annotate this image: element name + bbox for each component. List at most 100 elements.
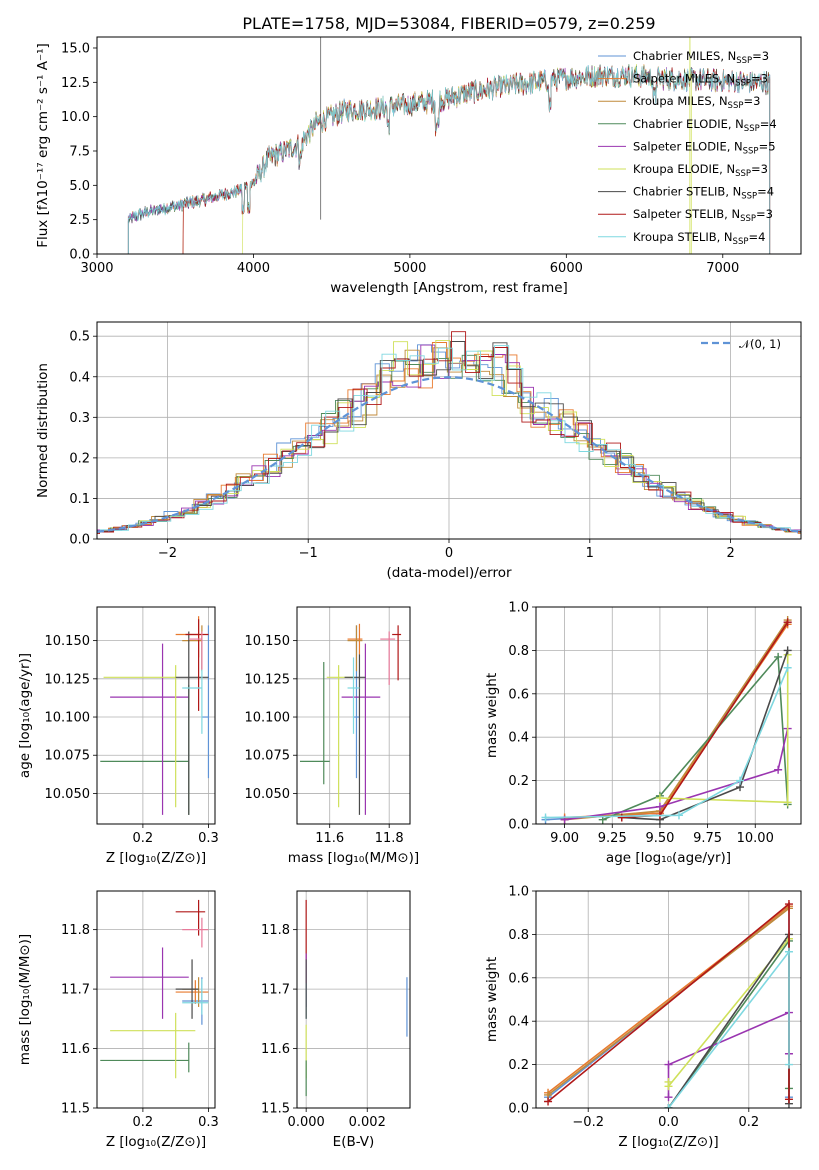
x-tick-label: 0.3 (198, 1115, 219, 1130)
y-tick-label: 10.050 (45, 787, 91, 802)
errorbar-salpeter_miles (175, 616, 200, 658)
panel-mass_vs_ebv: 0.000 0.002 11.5 11.6 11.7 11.8 E(B-V) (261, 890, 411, 1150)
x-tick-label: 3000 (80, 261, 113, 276)
legend-subscript: SSP (744, 124, 760, 134)
legend-suffix: =3 (743, 94, 760, 108)
y-tick-label: 11.5 (261, 1102, 290, 1117)
x-tick-label: 11.8 (375, 831, 404, 846)
x-axis-label: Z [log₁₀(Z/Z⊙)] (618, 1134, 718, 1150)
legend-suffix: =4 (760, 117, 777, 131)
histogram-kroupa_elodie (97, 339, 801, 534)
legend-suffix: =3 (752, 49, 769, 63)
y-tick-label: 0.4 (508, 1015, 529, 1030)
y-tick-label: 0.2 (69, 451, 90, 466)
series-line-salpeter_elodie (564, 728, 789, 821)
axes-frame (535, 890, 802, 1109)
legend-subscript: SSP (741, 192, 757, 202)
legend-label-chabrier_miles: Chabrier MILES, NSSP=3 (633, 49, 769, 66)
series-marker-chabrier_elodie (774, 652, 783, 661)
x-tick-label: −2 (158, 546, 177, 561)
y-tick-label: 12.5 (61, 76, 90, 91)
plot-area (297, 891, 410, 1108)
x-axis-label: (data-model)/error (386, 565, 512, 581)
y-tick-label: 11.6 (61, 1042, 90, 1057)
x-axis-label: mass [log₁₀(M/M⊙)] (288, 850, 419, 866)
legend-suffix: =3 (751, 72, 768, 86)
series-marker-kroupa_elodie (664, 1082, 673, 1091)
legend-label-chabrier_stelib: Chabrier STELIB, NSSP=4 (633, 185, 774, 202)
y-tick-label: 0.0 (508, 1102, 529, 1117)
legend-text: Chabrier ELODIE, N (633, 117, 744, 131)
panel-mass_vs_z: 0.2 0.3 11.5 11.6 11.7 11.8 Z [log₁₀(Z/Z⊙)] mas… (17, 890, 219, 1150)
x-tick-label: 0 (445, 546, 453, 561)
legend-text: Kroupa STELIB, N (633, 230, 733, 244)
legend-label-kroupa_stelib: Kroupa STELIB, NSSP=4 (633, 230, 765, 247)
series-marker-kroupa_stelib (735, 776, 744, 785)
series-marker-kroupa_stelib (784, 1060, 793, 1069)
series-marker-salpeter_elodie (664, 1060, 673, 1069)
legend-suffix: =4 (748, 230, 765, 244)
x-tick-label: 1 (586, 546, 594, 561)
y-tick-label: 10.125 (45, 672, 91, 687)
plot-area (97, 322, 801, 539)
x-axis-label: age [log₁₀(age/yr)] (606, 850, 731, 866)
errorbar-salpeter_elodie (110, 643, 189, 815)
y-tick-label: 11.7 (261, 983, 290, 998)
y-tick-label: 11.8 (61, 923, 90, 938)
histogram-kroupa_stelib (97, 345, 801, 533)
y-tick-label: 0.4 (69, 370, 90, 385)
y-tick-label: 0.0 (69, 533, 90, 548)
series-marker-kroupa_stelib (674, 811, 683, 820)
legend-text: Salpeter MILES, N (633, 72, 735, 86)
series-marker-kroupa_stelib (784, 947, 793, 956)
legend: 𝒩(0, 1) (701, 337, 781, 351)
legend-suffix: =3 (756, 207, 773, 221)
y-axis-label: Normed distribution (35, 363, 51, 498)
legend-suffix: =5 (759, 139, 776, 153)
errorbar-chabrier_stelib (344, 654, 366, 815)
errorbar-chabrier_miles (201, 625, 210, 779)
plot-area (536, 607, 801, 824)
y-axis-label: mass [log₁₀(M/M⊙)] (17, 934, 33, 1065)
y-tick-label: 10.100 (245, 711, 291, 726)
series-marker-chabrier_stelib (783, 646, 792, 655)
y-tick-label: 0.8 (508, 644, 529, 659)
histogram-salpeter_stelib (97, 331, 801, 535)
legend-text: Salpeter STELIB, N (633, 207, 740, 221)
series-marker-salpeter_elodie (664, 1093, 673, 1102)
errorbar-kroupa_elodie (103, 665, 177, 808)
errorbar-salpeter_elodie (110, 947, 189, 1019)
errorbar-kroupa_elodie (326, 665, 354, 808)
errorbar-kroupa_miles (347, 625, 363, 672)
y-tick-label: 0.0 (69, 248, 90, 263)
series-line-kroupa_stelib (545, 667, 789, 819)
x-tick-label: 2 (726, 546, 734, 561)
series-marker-kroupa_stelib (783, 663, 792, 672)
series-line-kroupa_stelib (667, 949, 790, 1108)
x-tick-label: 7000 (706, 261, 739, 276)
y-tick-label: 11.7 (61, 983, 90, 998)
legend-label-chabrier_elodie: Chabrier ELODIE, NSSP=4 (633, 117, 777, 134)
panel-residuals: −2 −1 0 1 2 0.0 0.1 0.2 0.3 0.4 0.5 (data-model)/er… (35, 321, 802, 581)
legend-label-normal: 𝒩(0, 1) (739, 337, 781, 351)
y-tick-label: 0.6 (508, 971, 529, 986)
y-tick-label: 10.075 (45, 749, 91, 764)
axes-frame (96, 321, 802, 540)
series-marker-kroupa_elodie (655, 793, 664, 802)
series-marker-salpeter_stelib (784, 900, 793, 909)
series-marker-salpeter_stelib (784, 1095, 793, 1104)
x-tick-label: 0.2 (133, 1115, 154, 1130)
x-tick-label: 5000 (393, 261, 426, 276)
y-axis-label: mass weight (484, 957, 500, 1042)
legend-subscript: SSP (743, 146, 759, 156)
y-tick-label: 11.5 (61, 1102, 90, 1117)
spectrum-line-kroupa_stelib (127, 65, 771, 254)
y-tick-label: 0.8 (508, 928, 529, 943)
x-tick-label: 9.25 (598, 831, 627, 846)
errorbar-kroupa_elodie (110, 1012, 196, 1079)
series-marker-kroupa_stelib (541, 813, 550, 822)
axes-frame (535, 606, 802, 825)
figure-title: PLATE=1758, MJD=53084, FIBERID=0579, z=0… (242, 14, 655, 33)
errorbar-kroupa_stelib (182, 978, 209, 1015)
panel-age_vs_z: 0.2 0.3 10.050 10.075 10.100 10.125 10.150 Z [l… (17, 606, 219, 866)
